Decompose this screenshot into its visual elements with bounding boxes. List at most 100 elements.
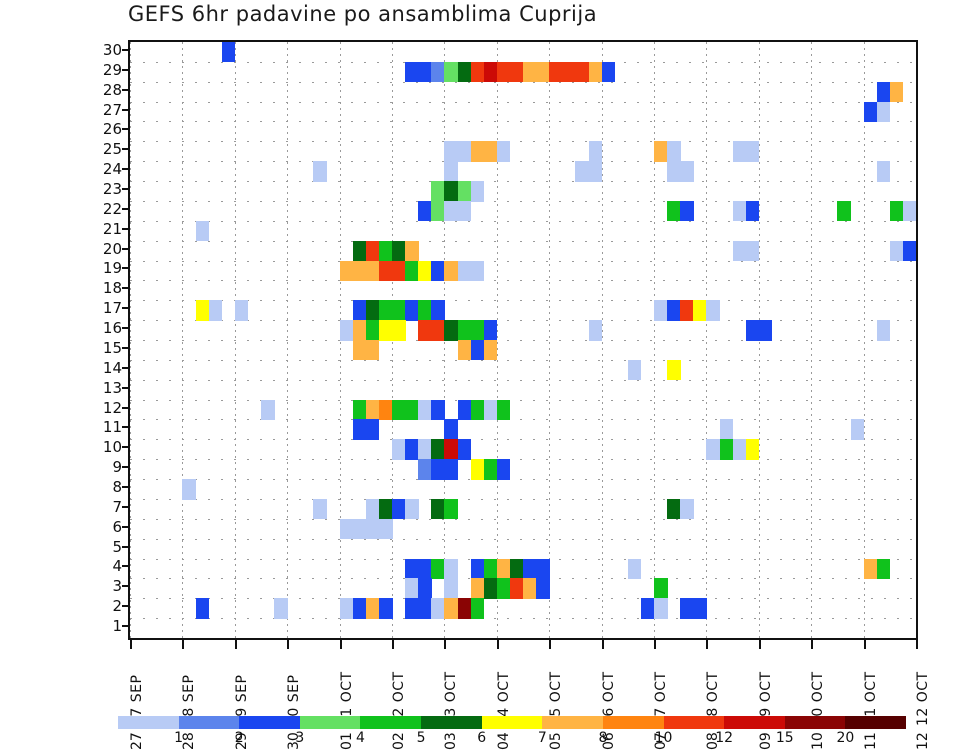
precip-cell	[352, 260, 367, 281]
x-axis-tick-mark	[130, 640, 132, 649]
precip-cell	[431, 260, 445, 281]
x-axis-tick-mark	[444, 640, 447, 649]
x-axis-tick-mark	[601, 640, 604, 649]
colorbar-segment	[542, 716, 604, 729]
precip-cell	[562, 61, 576, 83]
precip-cell	[745, 439, 760, 460]
precip-cell	[418, 439, 432, 460]
precip-cell	[470, 61, 485, 83]
grid-line-horizontal	[130, 340, 916, 341]
precip-cell	[470, 340, 485, 361]
y-axis-tick-label: 14	[102, 358, 122, 377]
precip-cell	[496, 558, 511, 579]
grid-line-horizontal	[130, 300, 916, 301]
y-axis-tick-label: 25	[102, 140, 122, 159]
precip-cell	[444, 459, 459, 480]
precip-cell	[509, 61, 524, 83]
precip-cell	[680, 300, 694, 321]
y-axis-tick-mark	[122, 346, 131, 349]
precip-cell	[378, 399, 393, 421]
precip-cell	[588, 320, 603, 341]
precip-cell	[208, 300, 223, 321]
colorbar-segment	[481, 716, 543, 729]
precip-cell	[588, 141, 603, 162]
precip-cell	[457, 61, 472, 83]
y-axis-tick-label: 1	[112, 617, 122, 636]
precip-cell	[680, 598, 694, 619]
x-axis-tick-mark	[916, 640, 918, 649]
y-axis-tick-label: 3	[112, 577, 122, 596]
precip-cell	[444, 439, 459, 460]
precip-cell	[876, 81, 891, 103]
precip-cell	[470, 459, 485, 480]
precip-cell	[483, 141, 498, 162]
precip-cell	[182, 479, 197, 500]
colorbar-tick-label: 1	[174, 730, 184, 746]
precip-cell	[352, 300, 367, 321]
precip-cell	[536, 578, 550, 599]
precip-cell	[444, 419, 459, 440]
y-axis-tick-label: 11	[102, 418, 122, 437]
precip-cell	[732, 141, 747, 162]
precip-cell	[863, 101, 878, 123]
precip-cell	[274, 598, 288, 619]
precip-cell	[719, 419, 734, 440]
y-axis-tick-mark	[122, 426, 131, 429]
y-axis-tick-label: 8	[112, 478, 122, 496]
precip-cell	[431, 558, 445, 579]
y-axis-tick-label: 7	[112, 497, 122, 516]
x-axis-tick-mark	[654, 640, 656, 649]
precip-cell	[693, 300, 707, 321]
precip-cell	[654, 141, 668, 162]
precip-cell	[457, 260, 472, 281]
precip-cell	[837, 200, 852, 222]
precip-cell	[431, 181, 445, 202]
colorbar-tick-label: 2	[234, 730, 244, 746]
grid-line-horizontal	[130, 360, 916, 361]
precip-cell	[536, 61, 550, 83]
precip-cell	[313, 161, 328, 182]
precip-cell	[418, 300, 432, 321]
precip-cell	[392, 498, 406, 520]
precip-cell	[496, 459, 511, 480]
precip-cell	[405, 61, 419, 83]
grid-line-horizontal	[130, 141, 916, 142]
colorbar-segment	[421, 716, 483, 729]
precip-cell	[745, 240, 760, 262]
precip-cell	[339, 320, 354, 341]
y-axis-tick-mark	[122, 48, 131, 51]
precip-cell	[850, 419, 865, 440]
colorbar-tick-label: 20	[836, 730, 855, 746]
precip-cell	[496, 141, 511, 162]
precip-cell	[378, 260, 393, 281]
colorbar-tick-label: 8	[598, 730, 608, 746]
colorbar-segment	[663, 716, 725, 729]
precip-cell	[745, 320, 760, 341]
precip-cell	[418, 558, 432, 579]
precip-cell	[444, 181, 459, 202]
y-axis-tick-mark	[122, 525, 131, 528]
precip-cell	[352, 518, 367, 540]
precip-cell	[378, 498, 393, 520]
grid-line-horizontal	[130, 400, 916, 401]
y-axis-tick-label: 27	[102, 100, 122, 119]
grid-line-horizontal	[130, 161, 916, 162]
precip-cell	[352, 399, 367, 421]
colorbar-tick-label: 10	[654, 730, 673, 746]
precip-cell	[470, 141, 485, 162]
y-axis-tick-mark	[122, 307, 131, 310]
colorbar-tick-label: 4	[355, 730, 365, 746]
precip-cell	[470, 578, 485, 599]
x-axis-tick-mark	[287, 640, 290, 649]
x-axis-tick-mark	[863, 640, 866, 649]
precip-cell	[405, 300, 419, 321]
grid-line-horizontal	[130, 221, 916, 222]
precip-cell	[444, 61, 459, 83]
precip-cell	[588, 61, 603, 83]
precip-cell	[457, 399, 472, 421]
precip-cell	[405, 598, 419, 619]
precip-cell	[195, 598, 210, 619]
colorbar-tick-label: 12	[715, 730, 734, 746]
y-axis-tick-label: 18	[102, 279, 122, 298]
y-axis-tick-label: 29	[102, 60, 122, 79]
